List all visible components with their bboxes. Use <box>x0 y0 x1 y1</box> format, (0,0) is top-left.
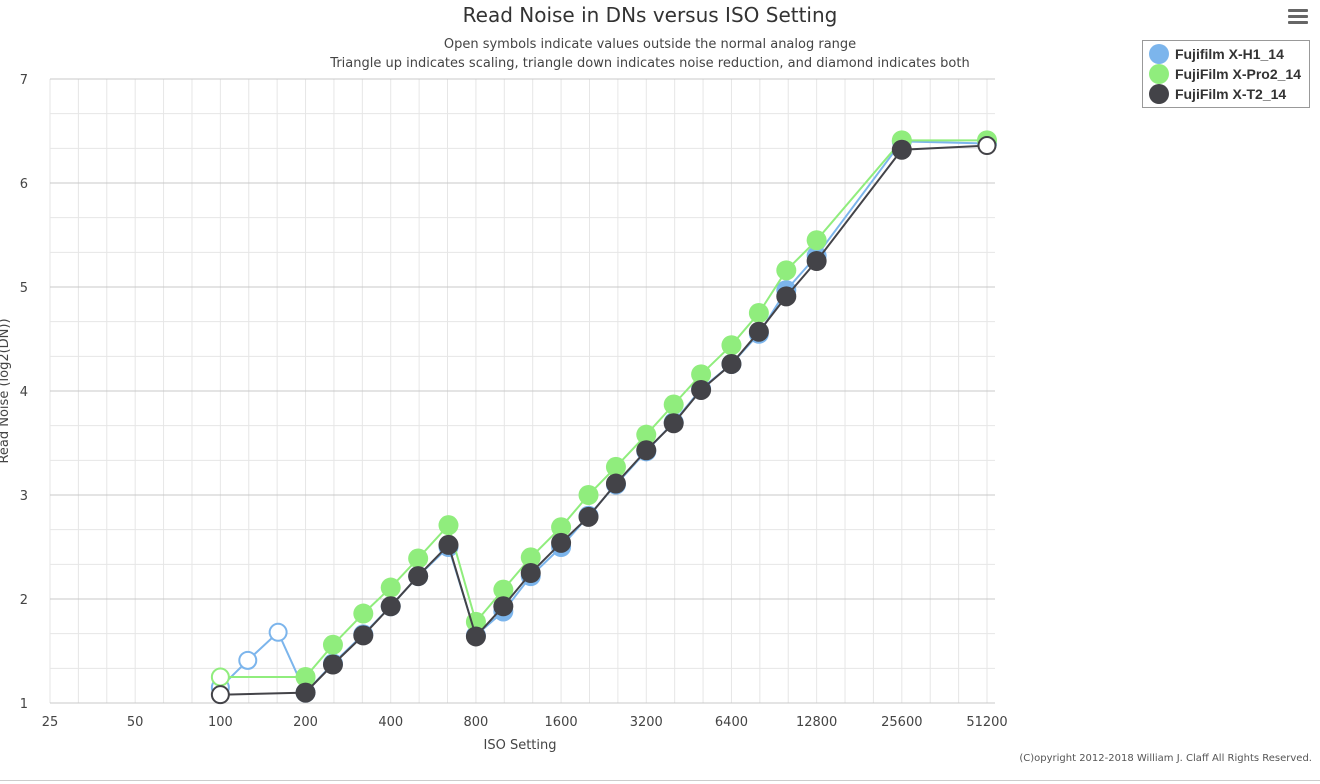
data-point <box>605 456 626 477</box>
data-point <box>663 413 684 434</box>
data-point <box>465 626 486 647</box>
data-point <box>408 548 429 569</box>
y-tick-label: 2 <box>20 593 28 608</box>
legend-item-x-pro2[interactable]: FujiFilm X-Pro2_14 <box>1148 64 1301 84</box>
data-point <box>493 596 514 617</box>
data-point <box>295 682 316 703</box>
hamburger-menu-icon[interactable] <box>1288 9 1308 25</box>
series-line <box>220 139 987 678</box>
x-tick-label: 400 <box>378 715 403 730</box>
legend-dot <box>1148 44 1169 64</box>
data-point <box>977 136 997 156</box>
data-point <box>268 622 288 642</box>
data-point <box>776 286 797 307</box>
series-1 <box>210 130 997 687</box>
data-point <box>748 303 769 323</box>
series-0 <box>210 131 997 703</box>
legend-item-x-h1[interactable]: Fujifilm X-H1_14 <box>1148 44 1301 64</box>
legend-item-x-t2[interactable]: FujiFilm X-T2_14 <box>1148 84 1301 104</box>
x-axis-label: ISO Setting <box>484 738 557 753</box>
chart-subtitle-1: Open symbols indicate values outside the… <box>444 37 856 52</box>
data-point <box>438 534 459 555</box>
x-tick-label: 3200 <box>630 715 663 730</box>
x-tick-label: 25600 <box>881 715 922 730</box>
y-axis-label: Read Noise (log2(DN)) <box>0 318 12 463</box>
data-point <box>295 667 316 687</box>
data-point <box>748 321 769 342</box>
chart-subtitle-2: Triangle up indicates scaling, triangle … <box>329 56 969 71</box>
x-tick-label: 800 <box>463 715 488 730</box>
data-point <box>551 532 572 553</box>
series-line <box>220 144 988 696</box>
data-point <box>578 506 599 527</box>
x-tick-label: 100 <box>208 715 233 730</box>
divider <box>0 780 1320 781</box>
data-point <box>806 251 827 271</box>
data-point <box>636 424 657 445</box>
x-tick-label: 51200 <box>966 715 1007 730</box>
data-point <box>721 335 742 356</box>
data-point <box>380 577 401 598</box>
y-tick-label: 5 <box>20 281 28 296</box>
chart-title: Read Noise in DNs versus ISO Setting <box>463 3 838 27</box>
x-tick-label: 6400 <box>715 715 748 730</box>
legend-label: FujiFilm X-Pro2_14 <box>1174 66 1301 82</box>
data-point <box>493 579 514 600</box>
x-tick-label: 200 <box>293 715 318 730</box>
y-tick-label: 6 <box>20 177 28 192</box>
data-point <box>210 667 230 687</box>
data-point <box>520 547 541 568</box>
data-point <box>776 260 797 281</box>
data-point <box>636 440 657 461</box>
x-tick-label: 12800 <box>796 715 837 730</box>
legend-label: FujiFilm X-T2_14 <box>1174 86 1287 102</box>
legend-dot <box>1148 64 1169 84</box>
series-line <box>219 140 988 695</box>
data-point <box>438 515 459 536</box>
data-point <box>353 625 374 646</box>
x-tick-label: 50 <box>127 715 144 730</box>
data-point <box>891 139 912 160</box>
legend-dot <box>1148 84 1169 104</box>
data-point <box>322 654 343 675</box>
data-point <box>210 685 230 705</box>
x-tick-label: 1600 <box>545 715 578 730</box>
copyright: (C)opyright 2012-2018 William J. Claff A… <box>1019 753 1312 764</box>
y-tick-label: 4 <box>20 385 28 400</box>
y-tick-label: 1 <box>20 697 28 712</box>
data-point <box>380 596 401 617</box>
series-2 <box>210 136 997 705</box>
data-point <box>551 517 572 538</box>
data-point <box>663 394 684 415</box>
data-point <box>605 473 626 494</box>
grid <box>49 78 995 704</box>
legend: Fujifilm X-H1_14 FujiFilm X-Pro2_14 Fuji… <box>1141 40 1310 108</box>
data-point <box>238 650 258 670</box>
data-point <box>691 364 712 385</box>
data-point <box>691 379 712 400</box>
data-point <box>408 566 429 587</box>
data-point <box>806 230 827 251</box>
x-tick-label: 25 <box>42 715 59 730</box>
legend-label: Fujifilm X-H1_14 <box>1174 46 1284 62</box>
y-tick-label: 3 <box>20 489 28 504</box>
y-tick-label: 7 <box>20 73 28 88</box>
data-point <box>721 353 742 374</box>
data-point <box>322 634 343 655</box>
data-point <box>353 603 374 624</box>
data-point <box>578 485 599 505</box>
data-point <box>520 563 541 583</box>
